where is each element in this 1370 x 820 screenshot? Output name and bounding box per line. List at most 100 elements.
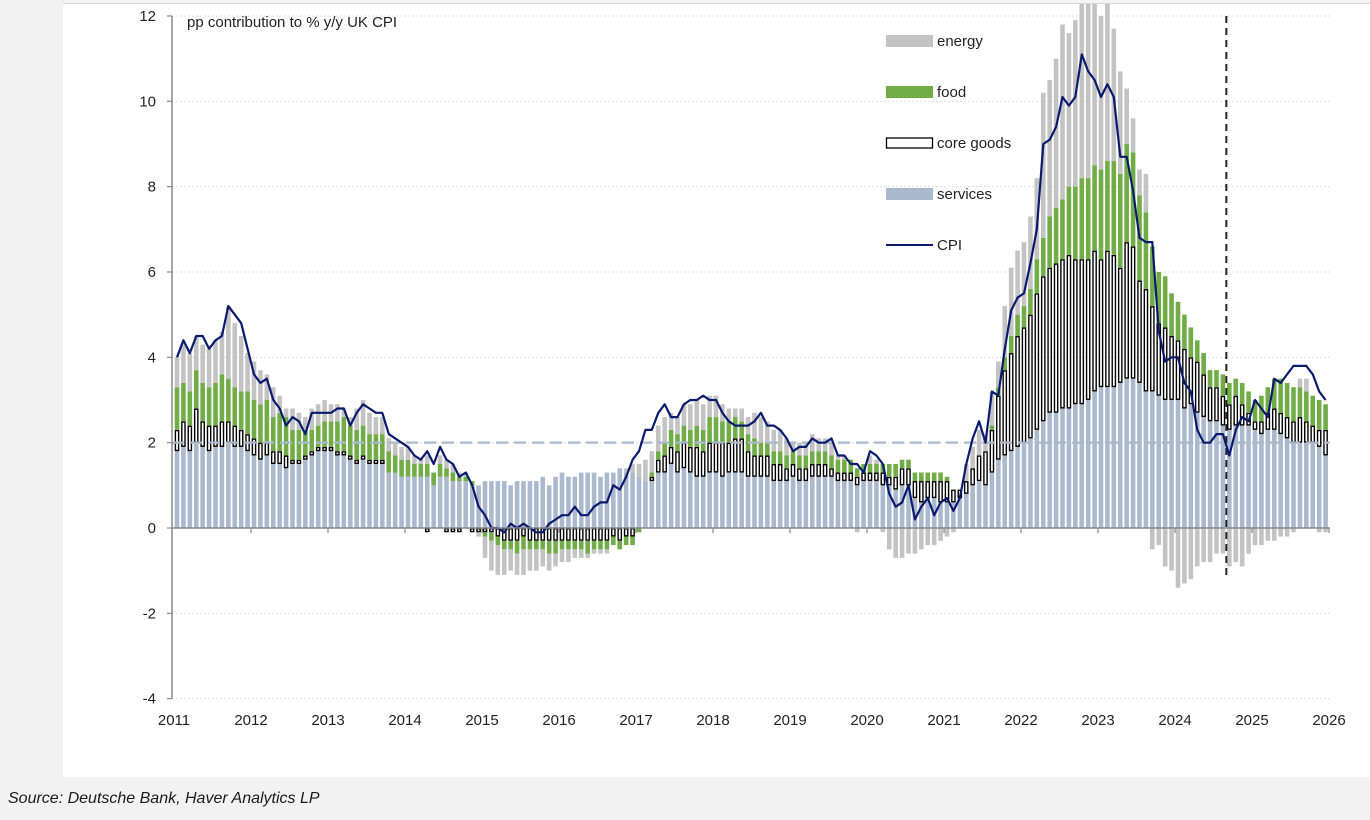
bar-services bbox=[270, 463, 276, 528]
bar-core-goods bbox=[803, 468, 809, 482]
bar-services bbox=[232, 446, 238, 528]
legend-label-cpi: CPI bbox=[937, 237, 962, 254]
bar-services bbox=[1220, 425, 1226, 528]
bar-core-goods bbox=[649, 476, 655, 482]
bar-core-goods bbox=[335, 451, 340, 456]
bar-core-goods bbox=[206, 425, 212, 452]
bar-food bbox=[790, 451, 796, 464]
bar-services bbox=[1297, 442, 1303, 528]
bar-food bbox=[1239, 382, 1245, 405]
bar-energy bbox=[649, 451, 655, 473]
bar-energy bbox=[591, 549, 597, 554]
bar-core-goods bbox=[1188, 357, 1194, 405]
bar-food bbox=[328, 421, 334, 447]
bar-energy bbox=[1098, 15, 1104, 170]
bar-food bbox=[874, 463, 879, 473]
bar-food bbox=[380, 434, 385, 460]
bar-energy bbox=[662, 417, 667, 443]
bar-core-goods bbox=[809, 463, 815, 477]
bar-food bbox=[578, 540, 584, 550]
bar-food bbox=[707, 417, 712, 443]
bar-core-goods bbox=[655, 459, 661, 473]
bar-services bbox=[347, 459, 353, 528]
bar-core-goods bbox=[1040, 276, 1046, 422]
bar-services bbox=[1252, 429, 1258, 528]
bar-services bbox=[251, 455, 257, 528]
bar-energy bbox=[1252, 528, 1258, 546]
bar-core-goods bbox=[187, 425, 193, 452]
bar-food bbox=[386, 451, 392, 473]
bar-core-goods bbox=[598, 528, 603, 541]
bar-services bbox=[1111, 387, 1117, 528]
bar-services bbox=[386, 472, 392, 528]
bar-energy bbox=[341, 408, 347, 418]
bar-services bbox=[919, 502, 924, 528]
bar-services bbox=[315, 451, 321, 528]
bar-energy bbox=[309, 408, 315, 430]
bar-food bbox=[1111, 161, 1117, 255]
bar-core-goods bbox=[906, 468, 911, 486]
bar-food bbox=[848, 459, 854, 473]
bar-food bbox=[912, 472, 918, 482]
bar-food bbox=[1265, 387, 1271, 413]
bar-services bbox=[765, 476, 770, 528]
bar-energy bbox=[1182, 528, 1187, 584]
x-tick-label: 2026 bbox=[1312, 712, 1345, 729]
bar-food bbox=[758, 442, 764, 456]
bar-services bbox=[816, 476, 821, 528]
bar-food bbox=[809, 451, 815, 464]
bar-energy bbox=[283, 408, 289, 418]
bar-services bbox=[771, 481, 777, 528]
bar-services bbox=[540, 476, 546, 528]
chart-panel: 12 10 8 6 4 2 0 -2 -4 2011 2012 2013 2014 2015 2016 201… bbox=[63, 3, 1370, 777]
bar-core-goods bbox=[360, 455, 366, 460]
bar-food bbox=[489, 532, 494, 541]
bar-core-goods bbox=[200, 421, 205, 447]
bar-core-goods bbox=[270, 451, 276, 464]
bar-services bbox=[1214, 421, 1219, 528]
bar-services bbox=[1143, 391, 1149, 528]
bar-services bbox=[1246, 425, 1251, 528]
bar-food bbox=[1323, 404, 1328, 430]
bar-energy bbox=[1175, 528, 1181, 588]
bar-services bbox=[694, 476, 700, 528]
bar-core-goods bbox=[861, 472, 866, 482]
y-tick-label: 6 bbox=[148, 264, 156, 281]
bar-core-goods bbox=[238, 429, 244, 447]
bar-services bbox=[970, 485, 975, 528]
bar-food bbox=[1117, 173, 1123, 268]
bar-services bbox=[418, 476, 424, 528]
bar-food bbox=[1201, 353, 1206, 375]
bar-food bbox=[765, 442, 770, 456]
bar-services bbox=[784, 481, 789, 528]
bar-services bbox=[457, 481, 462, 528]
bar-core-goods bbox=[771, 463, 777, 482]
bar-core-goods bbox=[899, 468, 905, 486]
bar-services bbox=[752, 476, 757, 528]
bar-food bbox=[617, 540, 623, 550]
bar-core-goods bbox=[874, 472, 879, 482]
bar-food bbox=[392, 455, 398, 473]
bar-energy bbox=[1150, 528, 1155, 550]
bar-food bbox=[501, 540, 507, 550]
bar-core-goods bbox=[1201, 374, 1206, 418]
bar-services bbox=[1304, 442, 1309, 528]
bar-services bbox=[521, 481, 526, 528]
bar-services bbox=[630, 472, 635, 528]
bar-services bbox=[1073, 404, 1078, 528]
bar-core-goods bbox=[854, 476, 860, 486]
bar-energy bbox=[187, 353, 193, 392]
bar-energy bbox=[700, 404, 706, 430]
bar-services bbox=[713, 472, 719, 528]
bar-energy bbox=[771, 429, 777, 452]
bar-food bbox=[623, 536, 629, 546]
bar-food bbox=[1124, 143, 1129, 243]
bar-food bbox=[752, 438, 757, 456]
bar-services bbox=[906, 485, 911, 528]
bar-food bbox=[944, 476, 950, 482]
bar-services bbox=[360, 459, 366, 528]
bar-energy bbox=[258, 370, 263, 405]
bar-food bbox=[424, 463, 430, 477]
bar-energy bbox=[880, 528, 886, 533]
